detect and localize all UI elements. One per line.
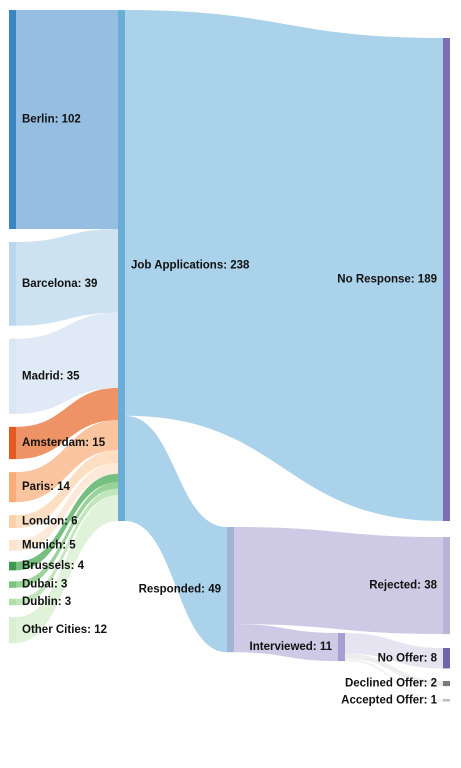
amsterdam-label: Amsterdam: 15 — [22, 437, 106, 449]
no-response-link — [125, 10, 443, 521]
madrid-label: Madrid: 35 — [22, 370, 80, 382]
interviewed-node — [338, 633, 345, 662]
declined-offer-label: Declined Offer: 2 — [345, 678, 437, 690]
berlin-label: Berlin: 102 — [22, 114, 81, 126]
rejected-label: Rejected: 38 — [369, 580, 437, 592]
links-layer — [16, 10, 443, 702]
declined-offer-link — [345, 653, 443, 687]
rejected-node — [443, 537, 450, 635]
madrid-node — [9, 338, 16, 414]
interviewed-label: Interviewed: 11 — [250, 641, 333, 653]
amsterdam-node — [9, 426, 16, 460]
dubai-label: Dubai: 3 — [22, 579, 67, 591]
no-offer-label: No Offer: 8 — [378, 652, 438, 664]
paris-label: Paris: 14 — [22, 481, 71, 493]
munich-node — [9, 540, 16, 551]
other-cities-label: Other Cities: 12 — [22, 624, 107, 636]
other-cities-node — [9, 617, 16, 643]
dublin-label: Dublin: 3 — [22, 596, 71, 608]
no-response-label: No Response: 189 — [337, 274, 437, 286]
responded-link — [125, 415, 227, 653]
amsterdam-link — [16, 387, 118, 460]
no-response-node — [443, 38, 450, 521]
dubai-node — [9, 581, 16, 588]
berlin-node — [9, 10, 16, 229]
no-offer-node — [443, 648, 450, 669]
dubai-link — [16, 482, 118, 588]
brussels-label: Brussels: 4 — [22, 560, 85, 572]
job-applications-label: Job Applications: 238 — [131, 260, 250, 272]
declined-offer-node — [443, 681, 450, 687]
madrid-link — [16, 312, 118, 414]
job-applications-node — [118, 10, 125, 521]
rejected-link — [234, 527, 443, 635]
responded-node — [227, 527, 234, 653]
barcelona-node — [9, 242, 16, 326]
dublin-link — [16, 488, 118, 606]
accepted-offer-node — [443, 699, 450, 702]
interviewed-link — [234, 624, 338, 662]
london-link — [16, 450, 118, 529]
barcelona-label: Barcelona: 39 — [22, 278, 97, 290]
london-label: London: 6 — [22, 516, 78, 528]
brussels-link — [16, 473, 118, 571]
paris-link — [16, 420, 118, 503]
paris-node — [9, 472, 16, 503]
munich-link — [16, 463, 118, 551]
brussels-node — [9, 561, 16, 571]
labels-layer: Berlin: 102 Barcelona: 39 Madrid: 35 Amster… — [22, 114, 438, 707]
other-cities-link — [16, 495, 118, 643]
accepted-offer-label: Accepted Offer: 1 — [341, 694, 437, 706]
dublin-node — [9, 598, 16, 606]
responded-label: Responded: 49 — [139, 584, 221, 596]
barcelona-link — [16, 229, 118, 326]
berlin-link — [16, 10, 118, 229]
accepted-offer-link — [345, 658, 443, 702]
no-offer-link — [345, 633, 443, 669]
london-node — [9, 515, 16, 529]
munich-label: Munich: 5 — [22, 539, 76, 551]
nodes-layer — [9, 10, 450, 702]
